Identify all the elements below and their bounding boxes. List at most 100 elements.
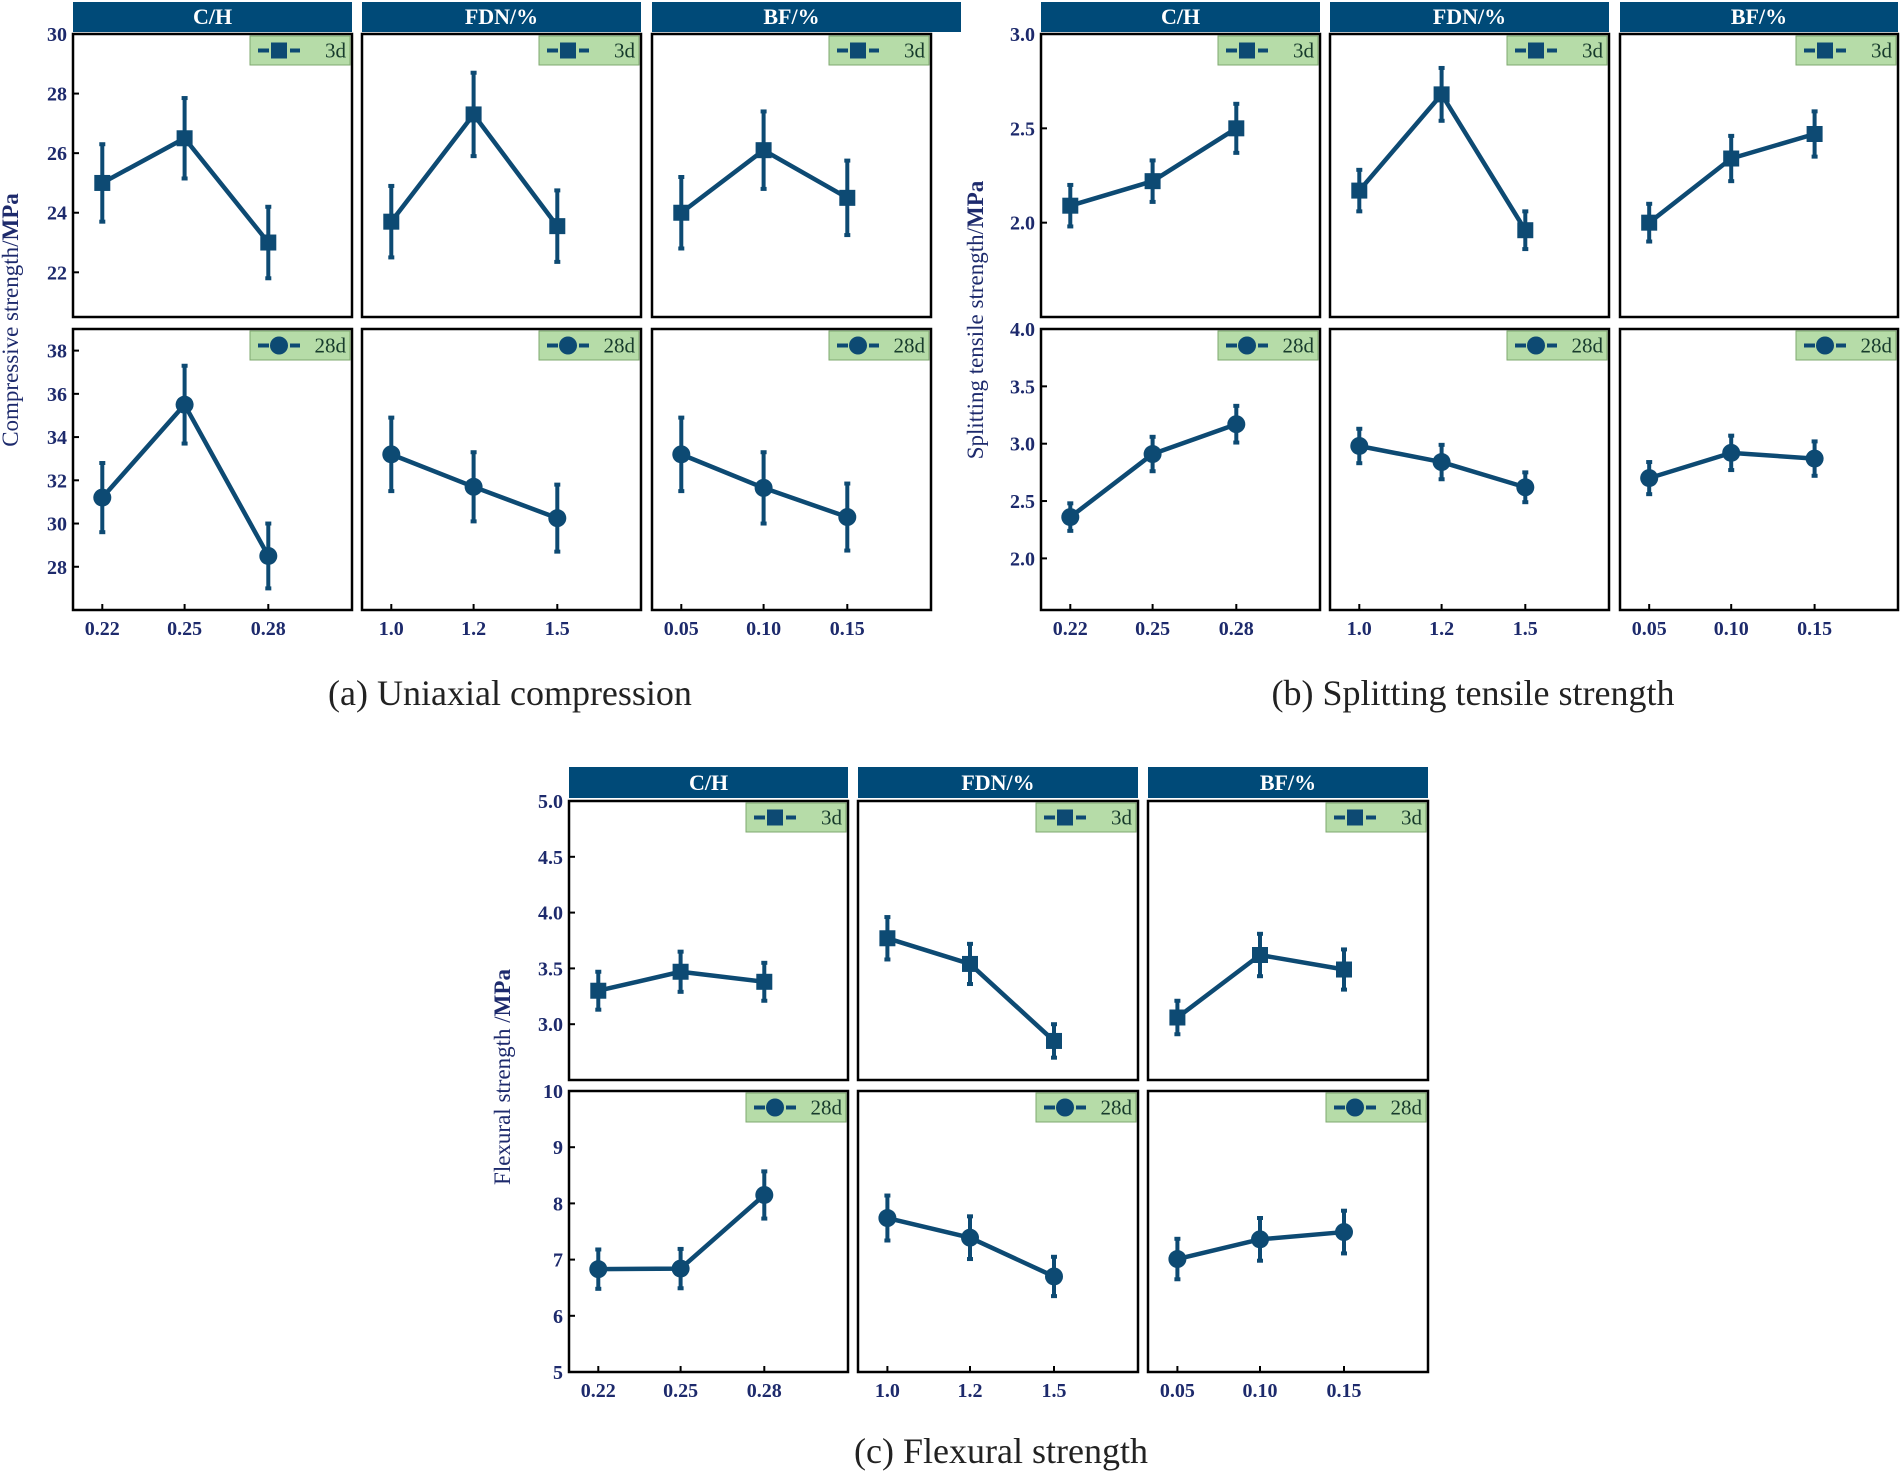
- legend-marker: [1057, 809, 1073, 826]
- legend-marker: [1347, 809, 1363, 826]
- data-point: [1723, 150, 1740, 167]
- panel-frame: [71, 32, 354, 319]
- panel-frame: [1039, 32, 1322, 319]
- legend: 28d: [538, 330, 640, 361]
- y-tick-label: 3.5: [1010, 376, 1035, 398]
- legend-marker: [1816, 336, 1834, 355]
- y-axis-label-text: Compressive strength/: [0, 240, 23, 447]
- data-point: [548, 509, 567, 528]
- y-tick-label: 3.0: [1010, 434, 1035, 456]
- data-point: [382, 445, 401, 464]
- data-point: [673, 204, 690, 221]
- y-tick-label: 5.0: [538, 791, 563, 813]
- legend-marker: [849, 336, 867, 355]
- y-axis-label-unit: MPa: [963, 180, 988, 228]
- data-point: [838, 508, 857, 527]
- chart-a: C/H FDN/% BF/% 22 24 26 28 30 3d 3d 3d 28 30 32 34 36 38…: [0, 2, 961, 713]
- y-tick-label: 2.0: [1010, 548, 1035, 570]
- y-tick-label: 26: [47, 143, 67, 165]
- y-axis-label-unit: MPa: [490, 969, 515, 1017]
- y-tick-label: 30: [47, 514, 67, 536]
- column-header-bar: [1330, 2, 1609, 32]
- legend-label: 3d: [1293, 39, 1315, 63]
- x-tick-label: 0.15: [1327, 1380, 1362, 1402]
- legend: 28d: [1035, 1092, 1137, 1123]
- legend: 3d: [1325, 802, 1427, 833]
- data-point: [1143, 445, 1162, 464]
- legend: 3d: [828, 35, 930, 66]
- y-tick-label: 3.0: [538, 1014, 563, 1036]
- x-tick-label: 0.25: [663, 1380, 698, 1402]
- x-tick-label: 0.05: [1160, 1380, 1195, 1402]
- data-point: [1641, 214, 1658, 231]
- data-point: [465, 106, 482, 123]
- y-tick-label: 2.5: [1010, 118, 1035, 140]
- data-point: [879, 930, 896, 947]
- legend-label: 28d: [1101, 1096, 1133, 1120]
- y-tick-label: 30: [47, 24, 67, 46]
- column-header-title: FDN/%: [465, 4, 538, 29]
- data-point: [1336, 961, 1352, 978]
- y-tick-label: 28: [47, 84, 67, 106]
- panel-b-FDN/%-28d: 28d 1.0 1.2 1.5: [1328, 327, 1611, 640]
- y-tick-label: 7: [553, 1250, 563, 1272]
- legend: 28d: [1506, 330, 1608, 361]
- legend-marker: [1527, 336, 1545, 355]
- data-point: [672, 963, 689, 980]
- data-point: [755, 1185, 774, 1204]
- legend-marker: [270, 336, 288, 355]
- y-tick-label: 3.0: [1010, 24, 1035, 46]
- data-point: [1351, 182, 1368, 199]
- column-header-bar: [73, 2, 352, 32]
- legend-marker: [559, 336, 577, 355]
- legend-marker: [1346, 1098, 1364, 1117]
- legend-label: 28d: [811, 1096, 843, 1120]
- legend-label: 3d: [614, 39, 636, 63]
- data-point: [1722, 443, 1741, 462]
- panel-frame: [71, 327, 354, 612]
- x-tick-label: 0.22: [85, 618, 120, 640]
- panel-c-C/H-3d: 3.0 3.5 4.0 4.5 5.0 3d: [538, 791, 850, 1082]
- legend-label: 3d: [325, 39, 347, 63]
- data-point: [1046, 1032, 1062, 1049]
- x-tick-label: 0.25: [167, 618, 202, 640]
- x-tick-label: 0.15: [1797, 618, 1832, 640]
- panel-frame: [360, 327, 643, 612]
- x-tick-label: 1.2: [958, 1380, 983, 1402]
- y-tick-label: 4.0: [538, 903, 563, 925]
- data-point: [1062, 197, 1079, 214]
- legend-label: 28d: [894, 334, 926, 358]
- y-axis-label-unit: MPa: [0, 193, 23, 241]
- data-point: [1252, 947, 1268, 964]
- legend-label: 3d: [1111, 806, 1133, 830]
- data-point: [1045, 1267, 1063, 1286]
- data-point: [590, 982, 607, 999]
- data-point: [1516, 478, 1535, 497]
- x-tick-label: 0.28: [1219, 618, 1254, 640]
- y-axis-label-text: Splitting tensile strength/: [963, 227, 988, 459]
- panel-a-C/H-3d: 22 24 26 28 30 3d: [47, 24, 354, 319]
- x-tick-label: 0.10: [1714, 618, 1749, 640]
- column-header-bar: [1620, 2, 1898, 32]
- panel-c-BF/%-28d: 28d 0.05 0.10 0.15: [1146, 1089, 1430, 1402]
- legend-marker: [1056, 1098, 1074, 1117]
- y-tick-label: 2.5: [1010, 491, 1035, 513]
- data-point: [755, 142, 772, 159]
- column-header-title: C/H: [689, 770, 728, 795]
- x-tick-label: 1.0: [379, 618, 404, 640]
- legend: 3d: [538, 35, 640, 66]
- panel-frame: [650, 32, 933, 319]
- x-tick-label: 1.2: [461, 618, 486, 640]
- panel-a-BF/%-28d: 28d 0.05 0.10 0.15: [650, 327, 933, 640]
- legend-label: 3d: [904, 39, 926, 63]
- panel-b-C/H-28d: 2.0 2.5 3.0 3.5 4.0 28d 0.22 0.25 0.28: [1010, 319, 1322, 640]
- panel-frame: [1146, 799, 1430, 1082]
- data-point: [259, 546, 278, 565]
- panel-a-C/H-28d: 28 30 32 34 36 38 28d 0.22 0.25 0.28: [47, 327, 354, 640]
- column-header-bar: [1148, 767, 1428, 798]
- x-tick-label: 1.0: [875, 1380, 900, 1402]
- x-tick-label: 0.10: [1243, 1380, 1278, 1402]
- legend: 28d: [745, 1092, 847, 1123]
- legend-marker: [767, 809, 783, 826]
- x-tick-label: 1.5: [1042, 1380, 1067, 1402]
